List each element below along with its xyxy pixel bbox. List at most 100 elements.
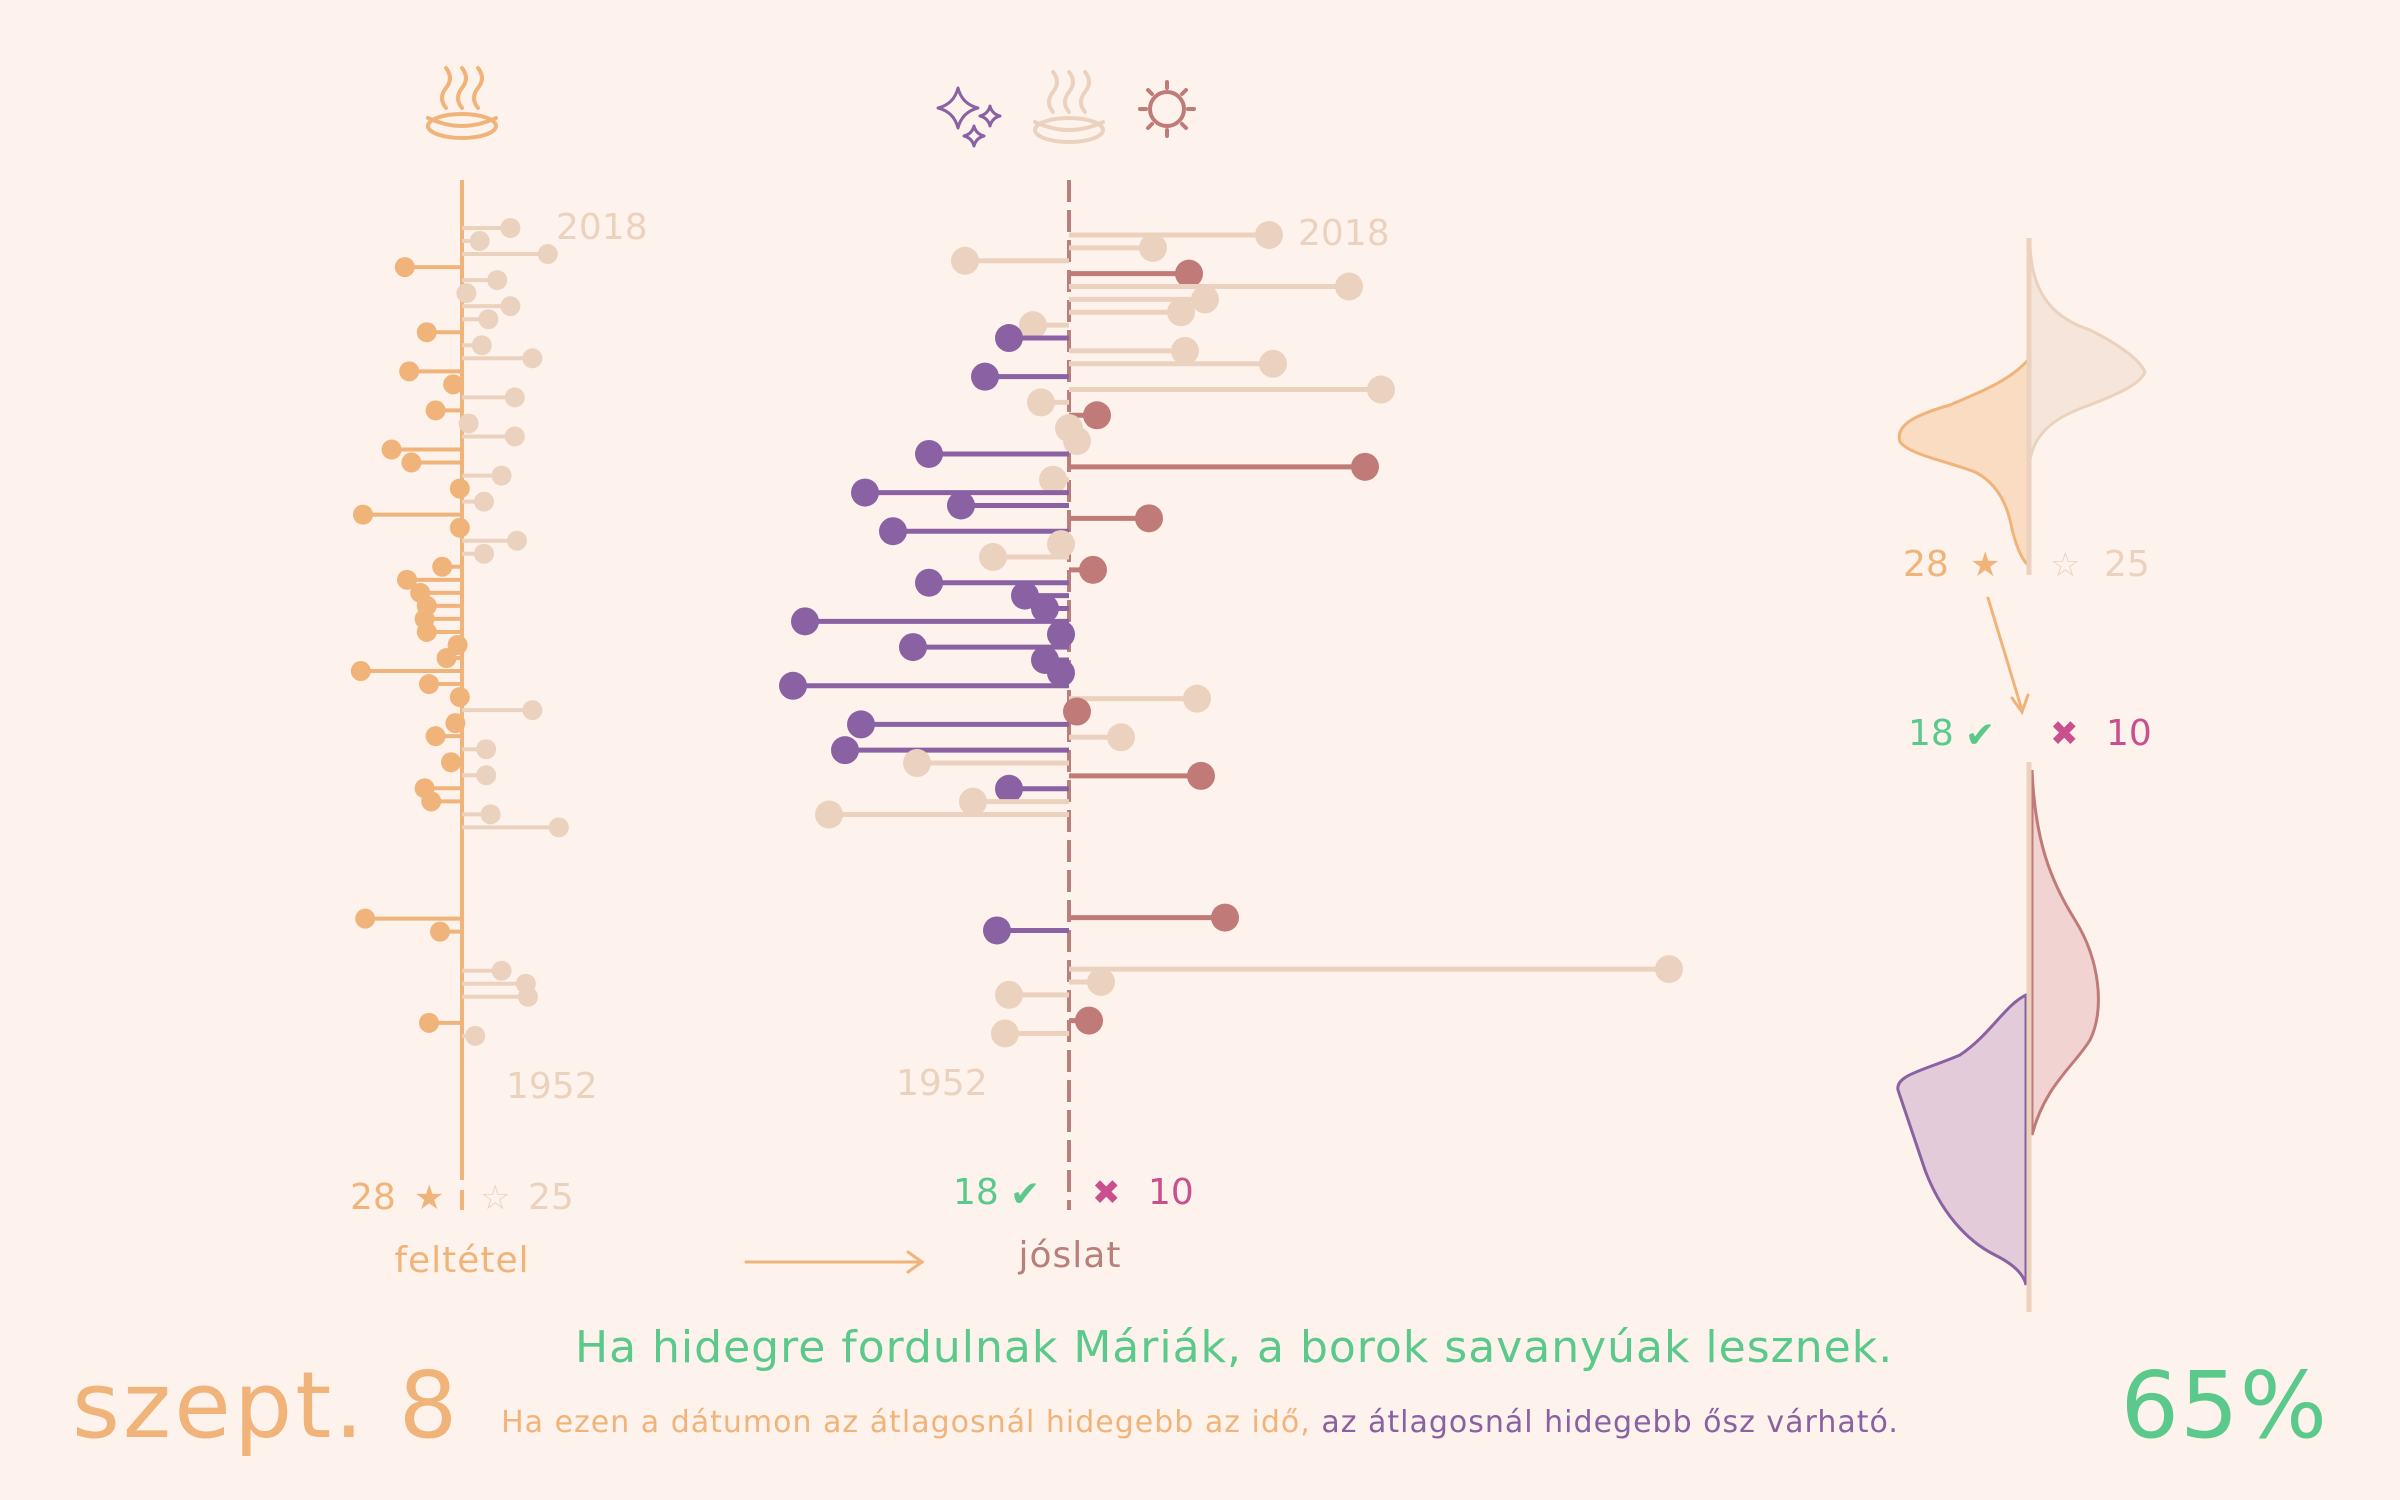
prediction-2016-point xyxy=(951,246,979,275)
condition-2001-point xyxy=(381,439,402,460)
year-label-bottom: 1952 xyxy=(506,1066,598,1107)
year-label-top: 2018 xyxy=(1298,213,1390,254)
cross-icon: ✖ xyxy=(2050,714,2079,754)
prediction-1965-point xyxy=(1211,903,1239,932)
prediction-1997-point xyxy=(947,491,975,520)
correct-count: 18 xyxy=(953,1172,999,1213)
condition-lollipops xyxy=(350,218,569,1046)
condition-2011-point xyxy=(478,309,499,330)
condition-2018-point xyxy=(500,218,521,238)
date-title: szept. 8 xyxy=(72,1352,461,1459)
condition-2014-point xyxy=(487,270,508,291)
prediction-1961-point xyxy=(1655,955,1683,984)
prediction-2011-point xyxy=(1019,311,1047,340)
dist-cond-no-count: 25 xyxy=(2104,544,2150,585)
success-percentage: 65% xyxy=(2120,1352,2328,1459)
prediction-1976-point xyxy=(1187,761,1215,790)
prediction-1994-point xyxy=(1047,530,1075,559)
star-filled-icon: ★ xyxy=(1970,545,2000,585)
prediction-2002-point xyxy=(1063,427,1091,456)
prediction-1991-point xyxy=(915,568,943,597)
prediction-1959-point xyxy=(995,980,1023,1009)
saying-explanation: Ha ezen a dátumon az átlagosnál hidegebb… xyxy=(450,1405,1950,1440)
prediction-2014-point xyxy=(1335,272,1363,301)
sparkles-icon xyxy=(936,86,1002,148)
weather-saying: Ha hidegre fordulnak Máriák, a borok sav… xyxy=(575,1322,1894,1373)
check-icon: ✔ xyxy=(1010,1174,1040,1215)
condition-1993-point xyxy=(474,543,494,564)
condition-1996-point xyxy=(353,504,373,525)
prediction-2015-point xyxy=(1175,259,1203,288)
condition-1986-point xyxy=(447,634,468,655)
prediction-1980-point xyxy=(847,710,875,739)
condition-2006-point xyxy=(443,374,464,395)
prediction-1983-point xyxy=(779,671,807,700)
prediction-distribution xyxy=(1896,762,2100,1312)
condition-1985-point xyxy=(436,648,457,668)
condition-2016-point xyxy=(537,244,558,265)
cond-yes-count: 28 xyxy=(350,1177,396,1218)
condition-2000-point xyxy=(401,452,422,473)
prediction-2017-point xyxy=(1139,233,1167,262)
prediction-1964-point xyxy=(983,916,1011,945)
dist-cond-yes-count: 28 xyxy=(1903,544,1949,585)
prediction-1977-point xyxy=(903,749,931,778)
prediction-1975-point xyxy=(995,774,1023,803)
condition-1982-point xyxy=(449,687,470,708)
arrow-icon xyxy=(1986,596,2030,716)
prediction-1986-point xyxy=(899,633,927,662)
condition-1961-point xyxy=(491,960,512,981)
condition-2009-point xyxy=(471,335,492,356)
prediction-2012-point xyxy=(1167,298,1195,327)
condition-2015-point xyxy=(394,257,415,278)
prediction-label: jóslat xyxy=(1018,1235,1122,1276)
wrong-count: 10 xyxy=(1148,1172,1194,1213)
condition-1981-point xyxy=(522,700,543,721)
prediction-2008-point xyxy=(1259,349,1287,378)
explanation-condition: Ha ezen a dátumon az átlagosnál hidegebb… xyxy=(501,1405,1311,1440)
prediction-2006-point xyxy=(1367,375,1395,404)
star-filled-icon: ★ xyxy=(414,1178,444,1218)
star-empty-icon: ☆ xyxy=(2050,545,2080,585)
prediction-1973-point xyxy=(815,800,843,829)
dist-wrong-count: 10 xyxy=(2106,713,2152,754)
condition-2013-point xyxy=(456,283,477,304)
condition-1987-point xyxy=(416,621,437,642)
explanation-result: az átlagosnál hidegebb ősz várható. xyxy=(1321,1405,1899,1440)
condition-1998-point xyxy=(449,478,470,499)
condition-1974-point xyxy=(421,791,442,812)
prediction-2009-point xyxy=(1171,336,1199,365)
condition-1991-point xyxy=(397,569,417,590)
condition-2017-point xyxy=(469,231,490,252)
condition-2008-point xyxy=(522,348,543,369)
condition-1973-point xyxy=(480,804,501,825)
condition-2012-point xyxy=(500,296,521,317)
prediction-1984-point xyxy=(1047,658,1075,687)
check-icon: ✔ xyxy=(1965,715,1995,756)
condition-distribution xyxy=(1897,238,2147,575)
prediction-2001-point xyxy=(915,439,943,468)
prediction-2013-point xyxy=(1191,285,1219,314)
condition-1965-point xyxy=(355,908,376,929)
condition-1983-point xyxy=(419,674,439,695)
prediction-1988-point xyxy=(791,607,819,636)
prediction-1998-point xyxy=(851,478,879,507)
sun-icon xyxy=(1138,80,1196,138)
prediction-lollipops xyxy=(779,221,1683,1048)
cond-no-count: 25 xyxy=(528,1177,574,1218)
condition-2002-point xyxy=(504,426,525,447)
star-empty-icon: ☆ xyxy=(480,1178,510,1218)
prediction-2004-point xyxy=(1083,401,1111,430)
prediction-1987-point xyxy=(1047,620,1075,649)
prediction-2010-point xyxy=(995,324,1023,353)
condition-1972-point xyxy=(548,817,569,838)
condition-1976-point xyxy=(476,765,497,786)
arrow-icon xyxy=(744,1250,925,1274)
prediction-1974-point xyxy=(959,787,987,816)
prediction-2018-point xyxy=(1255,221,1283,249)
condition-2003-point xyxy=(458,413,479,434)
condition-2007-point xyxy=(399,361,420,382)
prediction-2005-point xyxy=(1027,388,1055,417)
year-label-bottom: 1952 xyxy=(896,1063,988,1104)
